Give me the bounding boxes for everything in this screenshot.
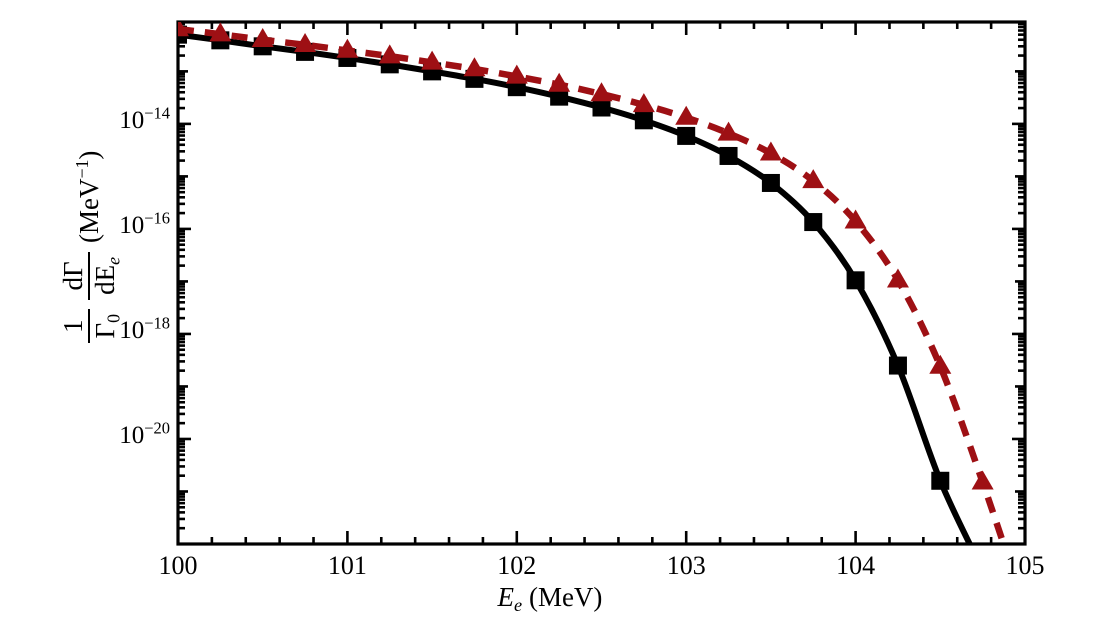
marker-triangle [178, 22, 189, 37]
y-tick-exponent: −16 [144, 208, 170, 228]
x-tick-label: 103 [666, 551, 706, 580]
marker-square [931, 471, 950, 490]
marker-triangle [294, 33, 317, 53]
y-tick-mantissa: 10 [119, 211, 145, 239]
marker-triangle [971, 470, 994, 490]
marker-triangle [632, 93, 655, 113]
y-tick-mantissa: 10 [119, 421, 145, 449]
marker-triangle [717, 121, 740, 141]
marker-square [634, 111, 653, 130]
marker-square [677, 126, 696, 145]
marker-triangle [463, 57, 486, 77]
y-tick-label: 10−18 [74, 313, 170, 345]
marker-triangle [929, 354, 952, 374]
y-tick-label: 10−14 [74, 103, 170, 135]
y-tick-exponent: −18 [144, 313, 170, 333]
x-tick-label: 101 [327, 551, 367, 580]
marker-triangle [378, 44, 401, 64]
marker-triangle [209, 22, 232, 42]
x-title-subscript: e [514, 595, 523, 616]
marker-square [761, 173, 780, 192]
marker-triangle [251, 27, 274, 47]
marker-triangle [548, 72, 571, 92]
x-axis-title: Ee (MeV) [0, 582, 1100, 616]
y-axis-ticks [178, 22, 1025, 546]
x-title-symbol: E [497, 582, 515, 612]
y-tick-exponent: −20 [144, 418, 170, 438]
y-tick-mantissa: 10 [119, 316, 145, 344]
marker-square [888, 356, 907, 375]
x-axis-ticks [176, 22, 1027, 544]
y-tick-label: 10−20 [74, 418, 170, 450]
marker-triangle [759, 141, 782, 161]
marker-triangle [336, 38, 359, 58]
marker-triangle [505, 64, 528, 84]
marker-triangle [886, 268, 909, 288]
x-tick-label: 105 [1005, 551, 1045, 580]
marker-square [846, 271, 865, 290]
x-title-unit: (MeV) [528, 582, 603, 612]
marker-triangle [675, 105, 698, 125]
marker-triangle [802, 169, 825, 189]
marker-square [719, 146, 738, 165]
series-line [178, 31, 974, 544]
marker-square [550, 87, 569, 106]
marker-triangle [844, 209, 867, 229]
marker-square [804, 213, 823, 232]
marker-triangle [590, 82, 613, 102]
x-tick-label: 102 [497, 551, 537, 580]
x-tick-label: 100 [158, 551, 198, 580]
x-tick-label: 104 [836, 551, 876, 580]
y-tick-label: 10−16 [74, 208, 170, 240]
data-series-red [178, 22, 1007, 544]
marker-triangle [421, 50, 444, 70]
marker-square [592, 98, 611, 117]
y-tick-mantissa: 10 [119, 106, 145, 134]
y-tick-exponent: −14 [144, 103, 170, 123]
